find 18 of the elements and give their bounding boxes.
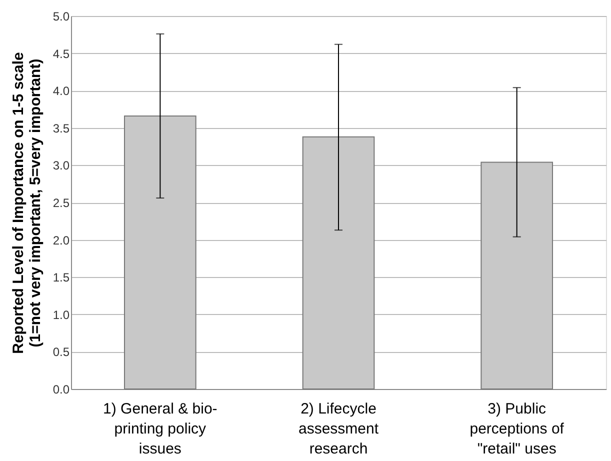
x-tick-label: 3) Public perceptions of "retail" uses	[470, 400, 565, 458]
y-tick-label: 5.0	[52, 10, 70, 24]
bar	[124, 115, 196, 390]
bar	[302, 136, 375, 390]
x-tick-label: 1) General & bio-printing policy issues	[103, 400, 218, 458]
y-tick-label: 0.5	[52, 345, 70, 360]
y-tick-label: 2.5	[52, 196, 70, 210]
y-tick-label: 1.5	[52, 270, 70, 285]
y-tick-label: 1.0	[52, 308, 70, 322]
bar	[480, 162, 553, 390]
y-tick-label: 4.5	[52, 46, 70, 61]
y-axis-title: Reported Level of Importance on 1-5 scale (1=not very important, 5=very important)	[10, 52, 44, 354]
x-tick-label: 2) Lifecycle assessment research	[298, 400, 380, 458]
y-tick-label: 3.5	[52, 121, 70, 136]
y-tick-label: 4.0	[52, 84, 70, 98]
y-tick-label: 0.0	[52, 382, 70, 396]
y-tick-label: 3.0	[52, 158, 70, 173]
y-tick-label: 2.0	[52, 233, 70, 248]
